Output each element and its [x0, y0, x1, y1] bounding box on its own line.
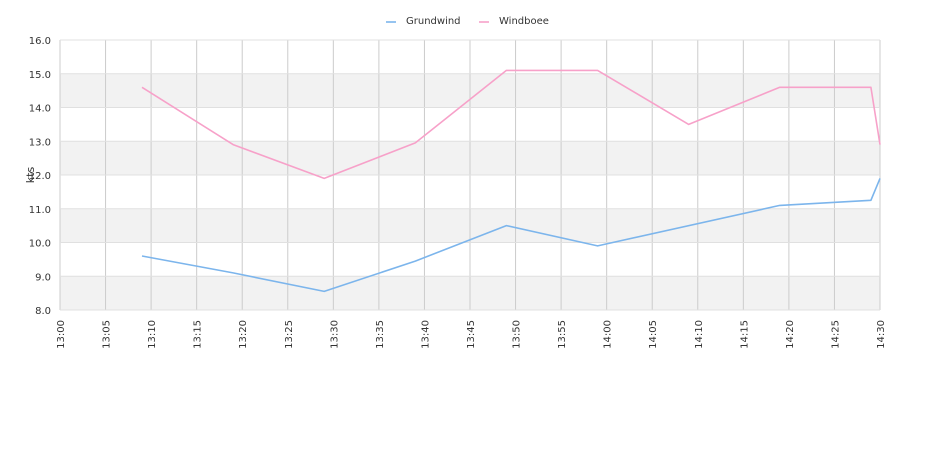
x-tick-label: 14:25 [830, 320, 841, 349]
x-tick-label: 13:15 [193, 320, 204, 349]
x-tick-label: 14:05 [648, 320, 659, 349]
legend-item-grundwind[interactable]: Grundwind [386, 16, 461, 27]
x-tick-label: 13:50 [512, 320, 523, 349]
y-tick-label: 12.0 [29, 171, 51, 182]
y-tick-label: 9.0 [35, 272, 51, 283]
legend-label: Grundwind [406, 16, 461, 27]
x-tick-label: 14:20 [785, 320, 796, 349]
x-tick-label: 13:30 [329, 320, 340, 349]
y-axis-label: kts [24, 167, 37, 184]
y-tick-label: 15.0 [29, 70, 51, 81]
y-tick-labels: 8.0 9.0 10.0 11.0 12.0 13.0 14.0 15.0 16.0 [29, 36, 51, 317]
series-line-windboee[interactable] [141, 69, 881, 180]
x-tick-label: 14:10 [694, 320, 705, 349]
legend-item-windboee[interactable]: Windboee [479, 16, 549, 27]
y-tick-label: 14.0 [29, 104, 51, 115]
y-tick-label: 16.0 [29, 36, 51, 47]
y-tick-label: 8.0 [35, 306, 51, 317]
x-tick-label: 13:25 [284, 320, 295, 349]
x-tick-label: 13:00 [56, 320, 67, 349]
x-tick-label: 13:05 [102, 320, 113, 349]
x-tick-labels: 13:00 13:05 13:10 13:15 13:20 13:25 13:30 13:35… [56, 320, 887, 349]
series-layer [141, 69, 881, 293]
x-tick-label: 13:20 [238, 320, 249, 349]
y-tick-label: 11.0 [29, 205, 51, 216]
x-tick-label: 13:40 [420, 320, 431, 349]
x-tick-label: 13:55 [557, 320, 568, 349]
x-tick-label: 14:15 [739, 320, 750, 349]
legend[interactable]: Grundwind Windboee [386, 16, 549, 27]
y-tick-label: 10.0 [29, 239, 51, 250]
y-gridlines [60, 39, 880, 311]
x-tick-label: 13:35 [375, 320, 386, 349]
legend-label: Windboee [499, 16, 549, 27]
x-tick-label: 14:00 [603, 320, 614, 349]
y-tick-label: 13.0 [29, 137, 51, 148]
series-line-grundwind[interactable] [141, 178, 881, 293]
x-tick-label: 14:30 [876, 320, 887, 349]
x-tick-label: 13:10 [147, 320, 158, 349]
x-tick-label: 13:45 [466, 320, 477, 349]
